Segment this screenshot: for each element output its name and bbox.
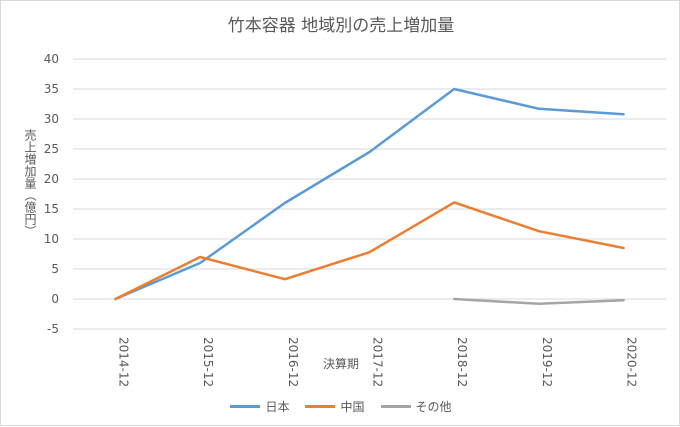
y-tick-label: 0 [51,292,59,306]
y-tick-label: 15 [44,202,59,216]
legend-label: その他 [415,400,452,414]
y-tick-label: 20 [44,172,59,186]
x-tick-label: 2017-12 [371,337,385,387]
series-line [452,297,625,306]
x-tick-label: 2016-12 [286,337,300,387]
series-line [114,87,625,301]
legend-swatch [230,405,261,408]
y-tick-label: -5 [47,322,59,336]
legend: 日本 中国 その他 [1,397,680,415]
x-tick-label: 2019-12 [540,337,554,387]
legend-label: 中国 [340,400,365,414]
y-axis-label: 売上増加量（億円） [23,129,37,237]
legend-swatch [380,405,411,408]
series-line [114,201,625,301]
chart-title: 竹本容器 地域別の売上増加量 [227,16,455,36]
y-tick-label: 35 [44,82,59,96]
x-tick-label: 2014-12 [116,337,130,387]
legend-label: 日本 [265,400,290,414]
legend-swatch [305,405,336,408]
y-tick-label: 25 [44,142,59,156]
legend-item: その他 [380,398,452,415]
y-tick-label: 40 [44,52,59,66]
y-tick-label: 30 [44,112,59,126]
legend-item: 日本 [230,398,289,415]
y-tick-label: 10 [44,232,59,246]
x-tick-label: 2020-12 [625,337,639,387]
x-tick-label: 2018-12 [455,337,469,387]
x-tick-label: 2015-12 [201,337,215,387]
legend-item: 中国 [305,398,365,415]
x-axis-label: 決算期 [322,357,359,371]
y-tick-label: 5 [51,262,59,276]
